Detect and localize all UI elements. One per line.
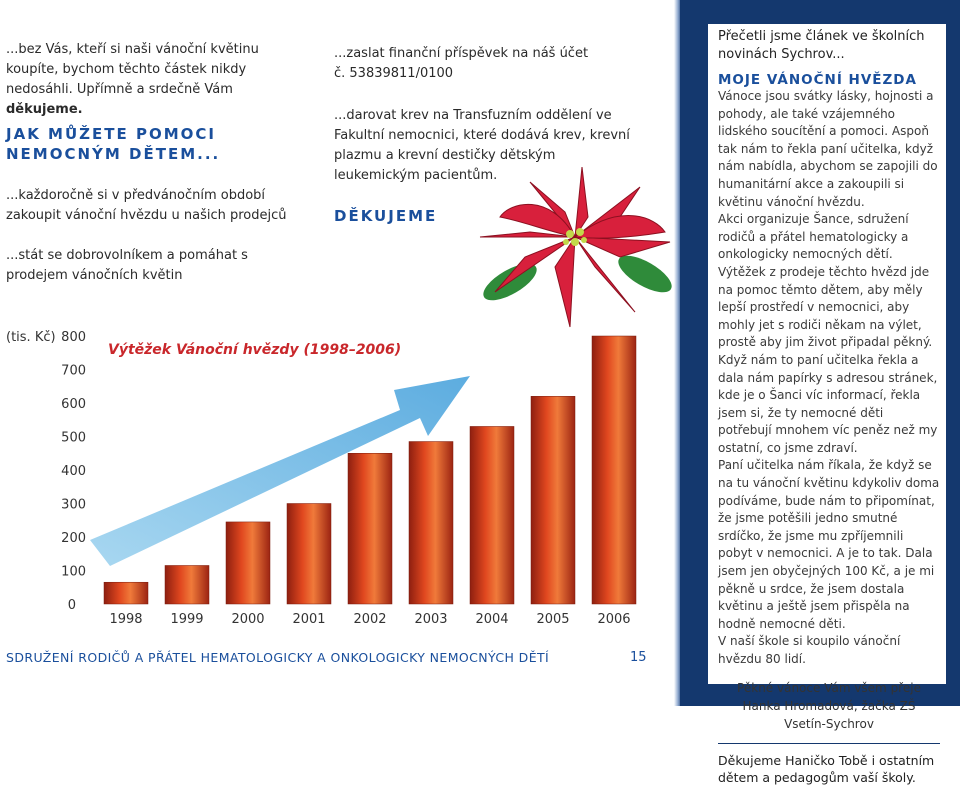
y-tick-label: 800 [61,330,86,345]
article-paragraph: V naší škole si koupilo vánoční hvězdu 8… [718,634,901,666]
bar-2004 [469,426,515,605]
x-tick-label: 2006 [597,612,630,627]
thanks-heading: DĚKUJEME [334,207,438,225]
bar-2005 [530,396,576,605]
bar-2001 [286,503,332,605]
school-article-box: Přečetli jsme článek ve školních novinác… [708,24,946,785]
footer-organization-name: SDRUŽENÍ RODIČŮ A PŘÁTEL HEMATOLOGICKY A… [6,650,550,665]
article-intro: Přečetli jsme článek ve školních novinác… [718,29,925,62]
growth-arrow [90,376,470,566]
y-axis-label: (tis. Kč) [6,330,56,345]
help-item-donate: ...zaslat finanční příspěvek na náš účet… [334,44,664,84]
donate-line-1: ...zaslat finanční příspěvek na náš účet [334,46,589,61]
x-tick-label: 1998 [109,612,142,627]
help-item-blood: ...darovat krev na Transfuzním oddělení … [334,108,630,183]
sidebar-edge-gradient [674,0,682,706]
y-tick-label: 400 [61,464,86,479]
bar-2003 [408,441,454,605]
help-item-buy: ...každoročně si v předvánočním období z… [6,188,287,223]
x-tick-label: 2001 [292,612,325,627]
bar-1999 [164,565,210,605]
donate-account: č. 53839811/0100 [334,66,454,81]
proceeds-bar-chart: 0 100 200 300 400 500 600 700 800 (tis. Kč) Výtě… [6,330,637,627]
y-tick-label: 500 [61,431,86,446]
article-paragraph: Akci organizuje Šance, sdružení rodičů a… [718,212,933,350]
x-tick-label: 1999 [170,612,203,627]
heading-line-1: JAK MŮŽETE POMOCI [6,125,216,143]
y-tick-label: 600 [61,397,86,412]
y-tick-label: 300 [61,498,86,513]
heading-line-2: NEMOCNÝM DĚTEM... [6,145,221,163]
bar-2000 [225,521,271,605]
help-item-volunteer: ...stát se dobrovolníkem a pomáhat s pro… [6,248,248,283]
intro-text: ...bez Vás, kteří si naši vánoční květin… [6,42,259,97]
x-tick-label: 2005 [536,612,569,627]
article-divider [718,742,940,744]
bar-2006 [591,335,637,605]
article-thanks: Děkujeme Haničko Tobě i ostatním dětem a… [718,752,935,785]
article-heading: MOJE VÁNOČNÍ HVĚZDA [718,72,917,88]
y-tick-label: 200 [61,531,86,546]
y-tick-label: 0 [68,598,76,613]
y-tick-label: 700 [61,364,86,379]
x-tick-label: 2004 [475,612,508,627]
article-paragraph: Když nám to paní učitelka řekla a dala n… [718,352,938,455]
chart-title: Výtěžek Vánoční hvězdy (1998–2006) [108,342,401,358]
x-tick-label: 2003 [414,612,447,627]
intro-bold: děkujeme. [6,102,83,117]
x-tick-label: 2000 [231,612,264,627]
page-number: 15 [630,650,647,665]
school-article-content: Přečetli jsme článek ve školních novinác… [718,24,940,786]
intro-paragraph: ...bez Vás, kteří si naši vánoční květin… [6,40,302,120]
y-tick-label: 100 [61,565,86,580]
bar-1998 [103,581,149,605]
article-paragraph: Paní učitelka nám říkala, že když se na … [718,458,940,631]
article-paragraph: Vánoce jsou svátky lásky, hojnosti a poh… [718,89,938,209]
bar-2002 [347,453,393,605]
x-tick-label: 2002 [353,612,386,627]
poinsettia-flower-icon [479,166,672,328]
how-to-help-heading: JAK MŮŽETE POMOCI NEMOCNÝM DĚTEM... [6,124,220,164]
